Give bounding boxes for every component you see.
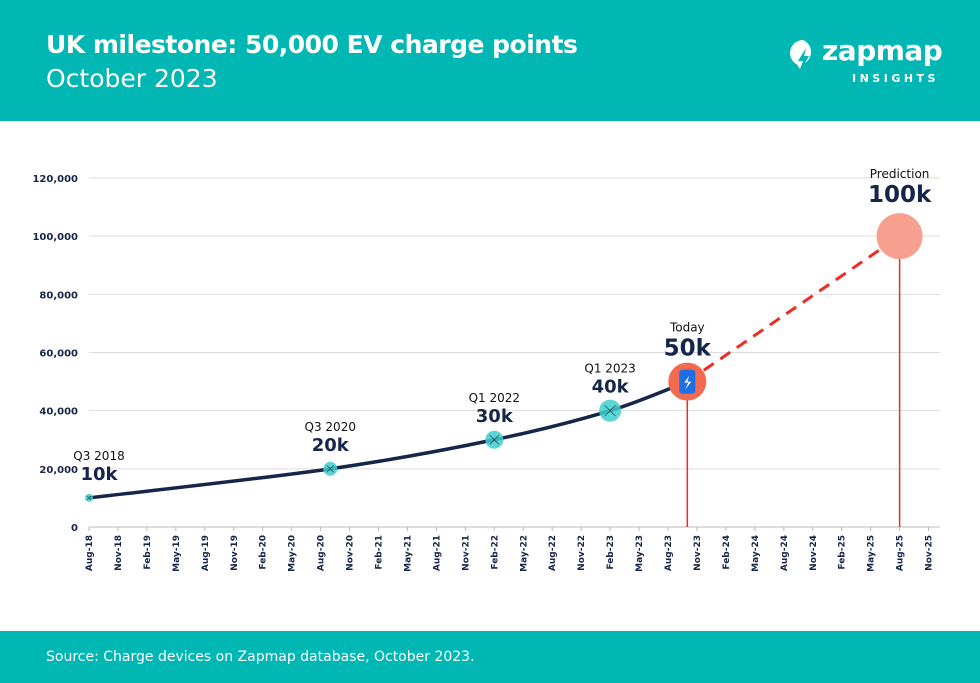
annotation-value: 100k xyxy=(868,182,932,208)
x-tick-label: Feb-21 xyxy=(375,535,385,570)
x-tick-label: May-21 xyxy=(403,535,413,572)
x-tick-label: May-24 xyxy=(751,535,761,572)
zapmap-bolt-icon xyxy=(790,40,812,69)
annotation-label: Prediction xyxy=(870,167,930,181)
x-tick-label: Nov-24 xyxy=(809,535,819,571)
y-tick-label: 120,000 xyxy=(32,174,78,185)
cross-icon xyxy=(604,404,616,417)
x-tick-label: Aug-21 xyxy=(432,535,442,571)
x-tick-label: Feb-22 xyxy=(490,535,500,570)
annotation-value: 30k xyxy=(476,406,514,427)
x-tick-label: May-23 xyxy=(635,535,645,572)
cross-icon xyxy=(86,495,92,501)
header: UK milestone: 50,000 EV charge points Oc… xyxy=(0,0,980,121)
annotation-value: 10k xyxy=(80,464,118,485)
series-line xyxy=(88,379,688,500)
x-tick-label: Aug-23 xyxy=(664,535,674,571)
x-tick-label: Aug-19 xyxy=(201,535,211,571)
x-tick-label: Nov-20 xyxy=(346,535,356,571)
x-tick-label: Nov-21 xyxy=(461,535,471,571)
y-tick-label: 40,000 xyxy=(39,407,78,418)
x-tick-label: Nov-19 xyxy=(230,535,240,571)
x-tick-label: May-20 xyxy=(288,535,298,572)
x-tick-label: Nov-18 xyxy=(114,535,124,571)
x-tick-label: Feb-23 xyxy=(606,535,616,570)
annotation-label: Q1 2023 xyxy=(584,362,635,376)
annotation-value: 50k xyxy=(664,336,712,362)
x-tick-label: Nov-25 xyxy=(925,535,935,571)
x-tick-label: Aug-18 xyxy=(85,535,95,571)
x-tick-label: Feb-20 xyxy=(259,535,269,570)
page-title: UK milestone: 50,000 EV charge points xyxy=(46,30,578,59)
annotation-label: Q1 2022 xyxy=(469,391,520,405)
y-tick-label: 100,000 xyxy=(32,232,78,243)
y-tick-label: 20,000 xyxy=(39,465,78,476)
x-tick-label: Aug-24 xyxy=(780,535,790,571)
cross-icon xyxy=(326,464,335,473)
x-tick-label: Aug-20 xyxy=(317,535,327,571)
x-tick-label: May-25 xyxy=(867,535,877,572)
x-tick-label: May-19 xyxy=(172,535,182,572)
line-chart: 0 20,000 40,000 60,000 80,000 100,000 120,000 A… xyxy=(32,167,940,572)
annotation-label: Today xyxy=(669,321,705,335)
x-tick-label: Nov-22 xyxy=(577,535,587,571)
x-tick-label: Nov-23 xyxy=(693,535,703,571)
prediction-line xyxy=(686,234,901,383)
y-tick-label: 60,000 xyxy=(39,349,78,360)
x-tick-label: Feb-19 xyxy=(143,535,153,570)
x-tick-label: Feb-24 xyxy=(722,535,732,570)
cross-icon xyxy=(489,434,500,445)
bolt-icon xyxy=(684,375,692,390)
page-subtitle: October 2023 xyxy=(46,64,218,93)
annotation-label: Q3 2020 xyxy=(305,420,356,434)
annotation-value: 20k xyxy=(312,435,350,456)
zapmap-logo: zapmap INSIGHTS xyxy=(788,34,948,88)
x-tick-label: May-22 xyxy=(519,535,529,572)
x-tick-label: Aug-22 xyxy=(548,535,558,571)
footer: Source: Charge devices on Zapmap databas… xyxy=(0,631,980,683)
source-note: Source: Charge devices on Zapmap databas… xyxy=(46,649,475,665)
annotation-value: 40k xyxy=(592,377,630,398)
y-tick-label: 80,000 xyxy=(39,290,78,301)
x-tick-label: Feb-25 xyxy=(838,535,848,570)
annotation-label: Q3 2018 xyxy=(73,449,124,463)
y-tick-label: 0 xyxy=(71,523,78,534)
prediction-marker xyxy=(876,213,923,260)
x-tick-label: Aug-25 xyxy=(896,535,906,571)
